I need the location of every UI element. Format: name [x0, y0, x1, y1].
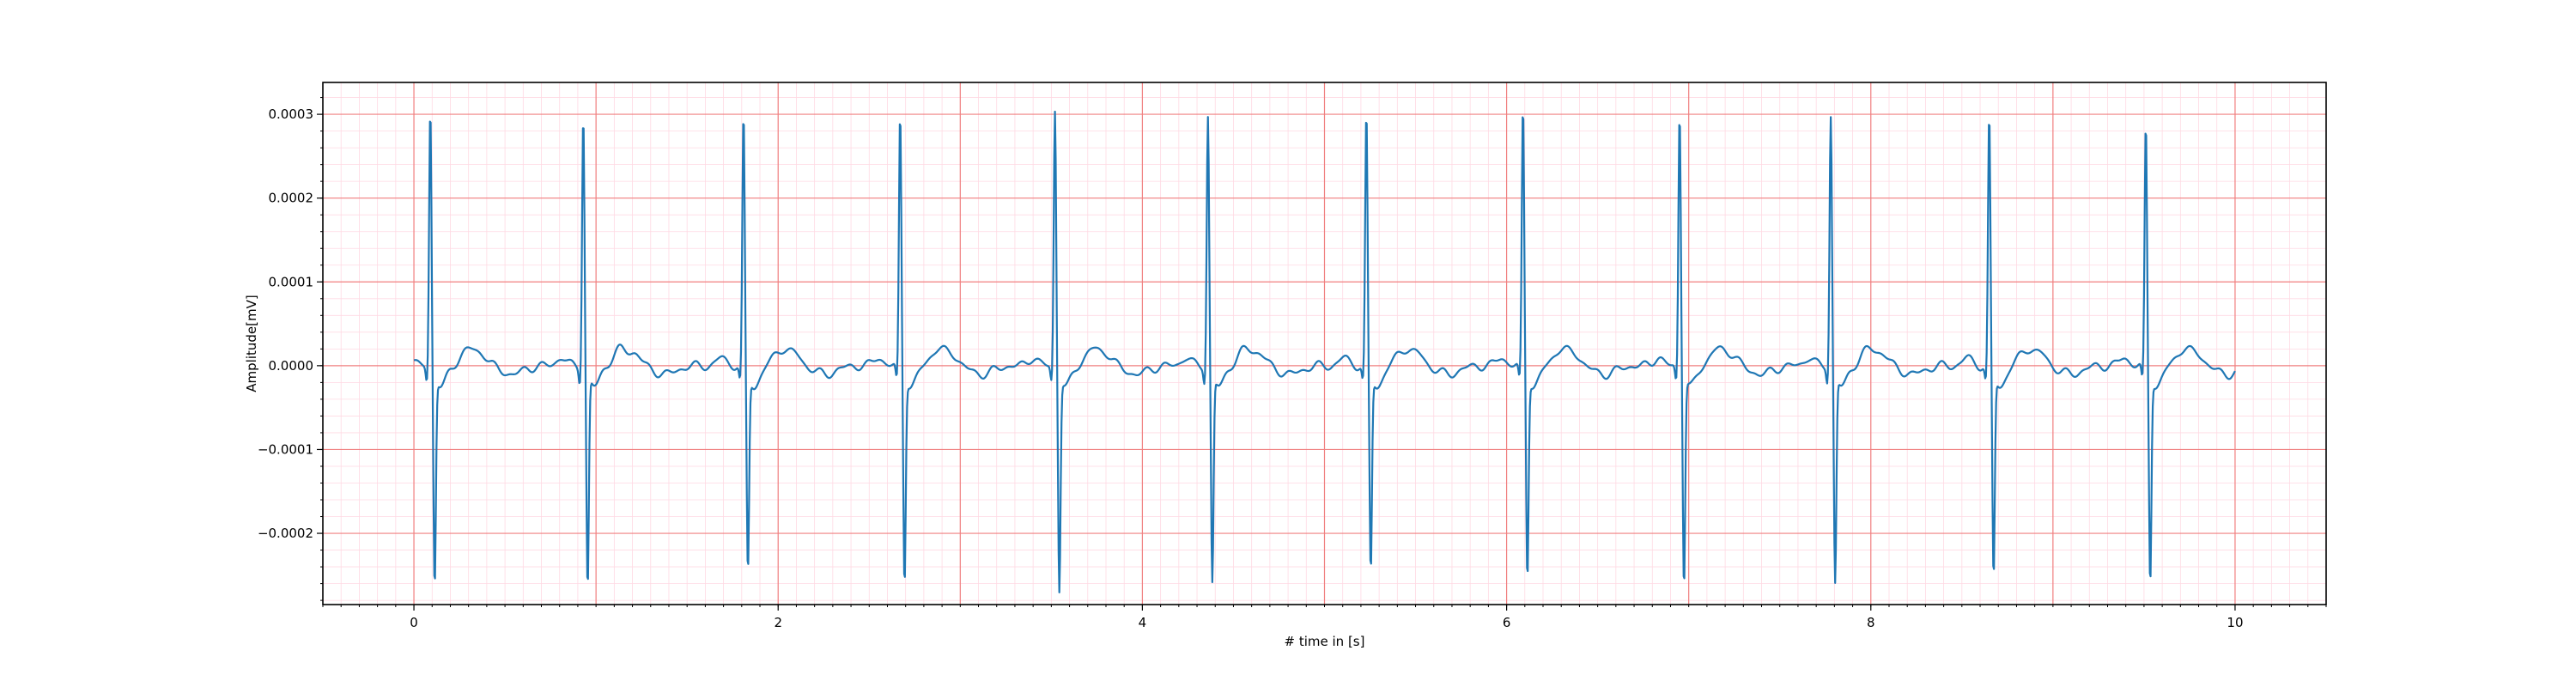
x-tick-label: 6	[1503, 615, 1511, 630]
x-axis-ticks: 0 2 4 6 8 10	[322, 605, 2327, 630]
y-axis-label: Amplitude[mV]	[244, 295, 259, 392]
x-tick-label: 2	[774, 615, 782, 630]
y-tick-label: 0.0000	[269, 358, 314, 374]
x-axis-label: # time in [s]	[1285, 634, 1365, 649]
y-tick-label: 0.0002	[269, 191, 314, 206]
ecg-signal-line	[413, 110, 2236, 593]
y-axis-ticks: −0.0002 −0.0001 0.0000 0.0001 0.0002 0.0003	[258, 97, 323, 601]
y-tick-label: 0.0003	[269, 106, 314, 122]
x-tick-label: 0	[410, 615, 418, 630]
x-tick-label: 4	[1139, 615, 1147, 630]
x-tick-label: 10	[2227, 615, 2243, 630]
y-tick-label: −0.0001	[258, 441, 313, 457]
y-tick-label: −0.0002	[258, 526, 313, 541]
plot-area	[413, 110, 2236, 593]
y-tick-label: 0.0001	[269, 274, 314, 289]
x-tick-label: 8	[1867, 615, 1875, 630]
